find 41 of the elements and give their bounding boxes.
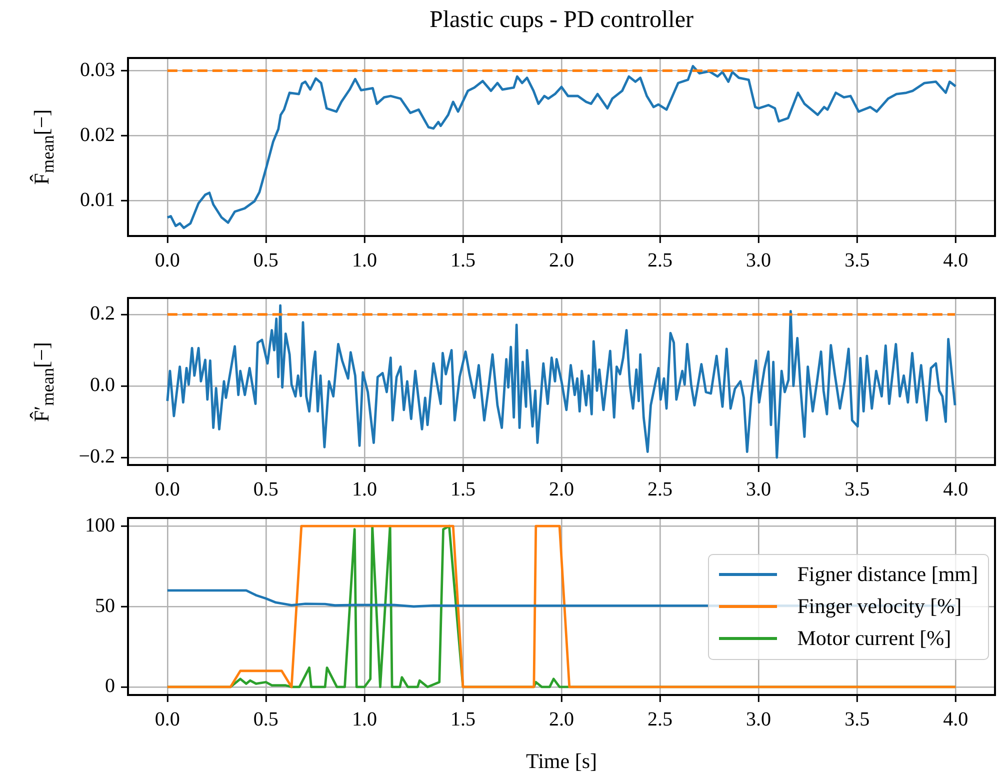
x-tick-label: 2.5 <box>648 478 673 500</box>
x-tick-label: 1.0 <box>352 708 377 730</box>
x-tick-label: 4.0 <box>943 708 968 730</box>
x-tick-label: 0.0 <box>154 478 180 500</box>
chart-title: Plastic cups - PD controller <box>428 7 694 34</box>
y-tick-label: 0.02 <box>80 124 115 146</box>
y-tick-label: 0.2 <box>90 302 115 325</box>
x-tick-label: 3.0 <box>746 249 772 272</box>
x-tick-label: 3.5 <box>844 249 870 272</box>
y-tick-label: 50 <box>95 594 115 617</box>
x-tick-label: 2.5 <box>648 249 673 272</box>
x-tick-label: 2.0 <box>549 249 574 272</box>
y-tick-label: 0 <box>105 675 115 698</box>
x-tick-label: 1.0 <box>352 478 377 500</box>
y-tick-label: −0.2 <box>78 446 115 468</box>
x-tick-label: 2.0 <box>549 708 574 730</box>
x-tick-label: 1.5 <box>450 708 476 730</box>
legend-label: Finger velocity [%] <box>797 594 962 619</box>
legend-label: Motor current [%] <box>797 626 952 651</box>
x-tick-label: 2.0 <box>549 478 574 500</box>
x-tick-label: 0.0 <box>154 249 180 272</box>
y-tick-label: 0.0 <box>90 374 115 396</box>
y-tick-label: 0.01 <box>80 188 115 211</box>
x-tick-label: 1.0 <box>352 249 377 272</box>
x-tick-label: 1.5 <box>450 478 476 500</box>
x-tick-label: 0.5 <box>253 249 278 272</box>
x-tick-label: 0.0 <box>154 708 180 730</box>
x-tick-label: 1.5 <box>450 249 476 272</box>
x-axis-title: Time [s] <box>526 748 597 773</box>
x-tick-label: 4.0 <box>943 478 968 500</box>
x-tick-label: 2.5 <box>648 708 673 730</box>
legend-label: Figner distance [mm] <box>797 562 978 587</box>
x-tick-label: 3.5 <box>844 478 870 500</box>
x-tick-label: 3.0 <box>746 708 772 730</box>
x-tick-label: 0.5 <box>253 478 278 500</box>
y-tick-label: 100 <box>85 514 115 536</box>
x-tick-label: 3.0 <box>746 478 772 500</box>
x-tick-label: 3.5 <box>844 708 870 730</box>
x-tick-label: 0.5 <box>253 708 278 730</box>
x-tick-label: 4.0 <box>943 249 968 272</box>
y-tick-label: 0.03 <box>80 58 115 81</box>
